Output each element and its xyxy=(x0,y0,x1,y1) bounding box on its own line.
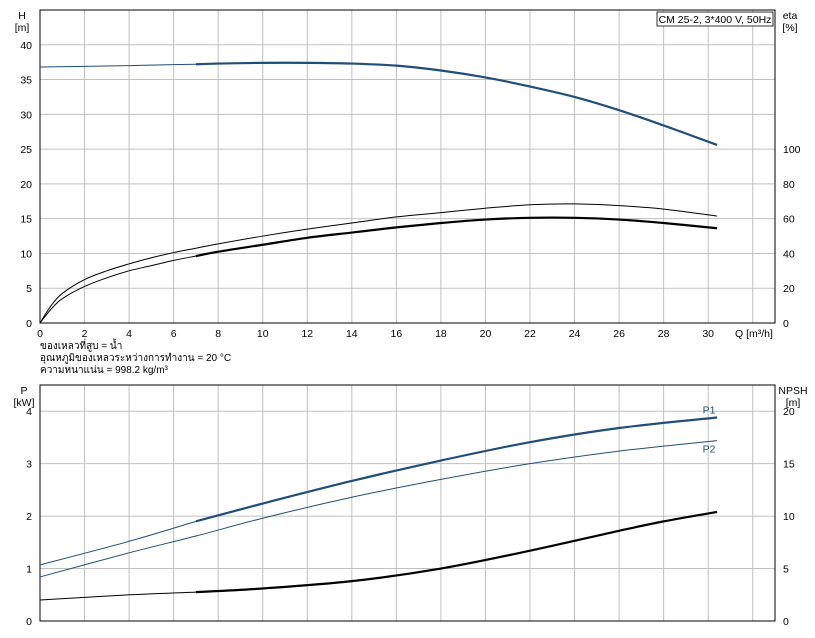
x-axis-title: Q [m³/h] xyxy=(735,328,773,340)
right-axis-tick-label: 40 xyxy=(783,248,795,260)
left-axis-tick-label: 35 xyxy=(20,75,32,87)
bottom-ticks: 0 1 2 3 4 0 5 10 15 20 xyxy=(26,406,795,628)
bottom-left-axis-title-1: P xyxy=(20,385,27,397)
bottom-right-axis-title-2: [m] xyxy=(786,397,801,409)
left-axis-tick-label: 0 xyxy=(26,318,32,330)
right-axis-tick-label: 80 xyxy=(783,179,795,191)
series-2-curve-extension xyxy=(39,591,196,601)
left-axis-tick-label: 20 xyxy=(20,179,32,191)
right-axis-tick-label: 5 xyxy=(783,564,789,576)
left-axis-tick-label: 2 xyxy=(26,511,32,523)
fluid-notes: ของเหลวที่สูบ = น้ำ อุณหภูมิของเหลวระหว่… xyxy=(40,338,231,376)
left-axis-tick-label: 0 xyxy=(26,616,32,628)
x-axis-tick-label: 4 xyxy=(126,328,132,340)
bottom-series xyxy=(39,416,718,601)
series-0-curve-extension xyxy=(39,63,196,68)
right-axis-tick-label: 60 xyxy=(783,214,795,226)
x-axis-tick-label: 16 xyxy=(391,328,403,340)
chart-title-box xyxy=(656,11,774,27)
x-axis-tick-label: 18 xyxy=(435,328,447,340)
series-2-curve xyxy=(195,510,718,594)
x-axis-tick-label: 2 xyxy=(82,328,88,340)
x-axis-tick-label: 10 xyxy=(257,328,269,340)
x-axis-tick-label: 6 xyxy=(171,328,177,340)
right-axis-tick-label: 100 xyxy=(783,144,801,156)
bottom-plot-frame xyxy=(39,384,776,622)
right-axis-tick-label: 10 xyxy=(783,511,795,523)
top-plot-frame xyxy=(39,9,776,324)
x-axis-tick-label: 22 xyxy=(524,328,536,340)
left-axis-tick-label: 5 xyxy=(26,283,32,295)
series-2-curve xyxy=(39,203,718,324)
x-axis-tick-label: 20 xyxy=(480,328,492,340)
p1-curve-extension xyxy=(39,520,197,566)
x-axis-tick-label: 8 xyxy=(215,328,221,340)
top-left-axis-title-1: H xyxy=(18,10,26,22)
left-axis-tick-label: 10 xyxy=(20,248,32,260)
left-axis-tick-label: 30 xyxy=(20,109,32,121)
top-series xyxy=(39,61,718,324)
right-axis-tick-label: 0 xyxy=(783,616,789,628)
series-label-p2: P2 xyxy=(703,444,716,456)
bottom-grid xyxy=(40,385,775,621)
top-right-axis-title-2: [%] xyxy=(782,22,797,34)
right-axis-tick-label: 20 xyxy=(783,283,795,295)
note-pumped-liquid: ของเหลวที่สูบ = น้ำ xyxy=(40,338,122,352)
x-axis-tick-label: 14 xyxy=(346,328,358,340)
bottom-chart: 0 1 2 3 4 0 5 10 15 20 P [kW] NPSH [m] P1 P2 xyxy=(14,384,808,628)
x-axis-tick-label: 0 xyxy=(37,328,43,340)
top-right-axis-title-1: eta xyxy=(783,10,798,22)
left-axis-tick-label: 1 xyxy=(26,564,32,576)
p1-curve xyxy=(195,416,718,523)
p2-curve xyxy=(39,440,718,578)
series-0-curve xyxy=(195,61,718,146)
x-axis-tick-label: 28 xyxy=(658,328,670,340)
right-axis-tick-label: 0 xyxy=(783,318,789,330)
left-axis-tick-label: 15 xyxy=(20,214,32,226)
x-axis-tick-label: 12 xyxy=(301,328,313,340)
x-axis-tick-label: 30 xyxy=(702,328,714,340)
left-axis-tick-label: 3 xyxy=(26,459,32,471)
note-density: ความหนาแน่น = 998.2 kg/m³ xyxy=(40,365,169,376)
series-label-p1: P1 xyxy=(703,405,716,417)
x-axis-tick-label: 24 xyxy=(569,328,581,340)
series-1-curve xyxy=(195,216,718,258)
top-left-axis-title-2: [m] xyxy=(15,22,30,34)
bottom-left-axis-title-2: [kW] xyxy=(14,397,35,409)
right-axis-tick-label: 20 xyxy=(783,406,795,418)
left-axis-tick-label: 25 xyxy=(20,144,32,156)
left-axis-tick-label: 4 xyxy=(26,406,32,418)
chart-title: CM 25-2, 3*400 V, 50Hz xyxy=(659,14,772,26)
series-1-curve-extension xyxy=(39,255,197,324)
bottom-right-axis-title-1: NPSH xyxy=(778,385,807,397)
bottom-series-labels: P1 P2 xyxy=(703,405,716,456)
right-axis-tick-label: 15 xyxy=(783,459,795,471)
left-axis-tick-label: 40 xyxy=(20,40,32,52)
note-liquid-temperature: อุณหภูมิของเหลวระหว่างการทำงาน = 20 °C xyxy=(40,353,231,364)
x-axis-tick-label: 26 xyxy=(613,328,625,340)
top-grid xyxy=(40,10,775,323)
